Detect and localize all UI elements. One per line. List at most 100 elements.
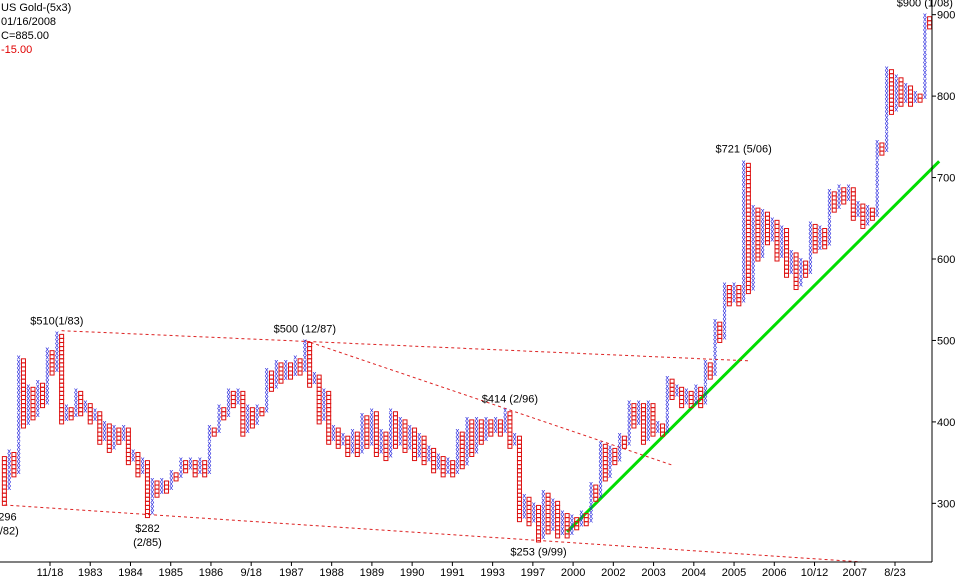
o-box — [326, 419, 332, 425]
o-column — [383, 431, 389, 462]
o-box — [917, 97, 923, 103]
o-box — [402, 423, 408, 429]
o-box — [564, 533, 570, 539]
x-box: x — [74, 398, 78, 407]
o-box — [11, 456, 17, 462]
o-box — [812, 232, 818, 238]
o-box — [888, 105, 894, 111]
o-box — [478, 427, 484, 433]
price-annotation: $500 (12/87) — [274, 323, 336, 335]
x-box: x — [17, 467, 21, 476]
o-box — [412, 451, 418, 457]
o-box — [555, 500, 561, 506]
price-annotation: $510(1/83) — [30, 315, 83, 327]
o-box — [326, 403, 332, 409]
o-box — [822, 232, 828, 238]
x-box: x — [723, 312, 727, 321]
o-column — [183, 460, 189, 474]
x-box: x — [885, 68, 889, 77]
x-box: x — [646, 426, 650, 435]
o-box — [640, 439, 646, 445]
o-column — [526, 496, 532, 527]
x-box: x — [837, 182, 841, 191]
o-box — [1, 468, 7, 474]
x-box: x — [742, 259, 746, 268]
x-box: x — [541, 503, 545, 512]
x-box: x — [26, 418, 30, 427]
o-box — [745, 207, 751, 213]
o-box — [412, 447, 418, 453]
o-box — [812, 236, 818, 242]
o-box — [908, 101, 914, 107]
o-box — [154, 480, 160, 486]
x-box: x — [541, 487, 545, 496]
x-box: x — [26, 406, 30, 415]
o-column — [478, 419, 484, 445]
x-box: x — [17, 418, 21, 427]
o-box — [116, 431, 122, 437]
o-box — [555, 513, 561, 519]
x-box: x — [45, 398, 49, 407]
x-box: x — [599, 483, 603, 492]
o-box — [745, 228, 751, 234]
o-column — [354, 431, 360, 457]
o-box — [555, 504, 561, 510]
o-box — [383, 456, 389, 462]
x-box: x — [74, 406, 78, 415]
o-box — [650, 415, 656, 421]
o-column — [669, 378, 675, 400]
o-box — [888, 69, 894, 75]
x-box: x — [484, 418, 488, 427]
x-box: x — [84, 402, 88, 411]
o-box — [20, 399, 26, 405]
o-box — [764, 232, 770, 238]
x-box: x — [894, 72, 898, 81]
x-box: x — [112, 422, 116, 431]
x-box: x — [208, 463, 212, 472]
x-box: x — [513, 438, 517, 447]
o-column — [583, 513, 589, 527]
o-box — [221, 407, 227, 413]
x-box: x — [532, 499, 536, 508]
o-box — [726, 293, 732, 299]
x-box: x — [847, 186, 851, 195]
o-box — [803, 272, 809, 278]
o-box — [469, 419, 475, 425]
o-box — [755, 256, 761, 262]
x-box: x — [55, 328, 59, 337]
x-box: x — [723, 304, 727, 313]
x-box: x — [64, 410, 68, 419]
o-column — [431, 447, 437, 474]
x-box: x — [646, 406, 650, 415]
o-box — [488, 427, 494, 433]
x-box: x — [74, 410, 78, 419]
o-box — [602, 447, 608, 453]
x-box: x — [398, 434, 402, 443]
x-box: x — [112, 426, 116, 435]
x-box: x — [665, 426, 669, 435]
o-column — [640, 403, 646, 445]
o-column — [879, 142, 885, 156]
o-column — [249, 407, 255, 429]
o-box — [774, 252, 780, 258]
o-box — [78, 411, 84, 417]
x-box: x — [665, 418, 669, 427]
o-box — [192, 464, 198, 470]
o-box — [612, 456, 618, 462]
x-box: x — [17, 369, 21, 378]
x-tick-label: 1988 — [319, 567, 343, 578]
o-box — [650, 427, 656, 433]
o-box — [106, 447, 112, 453]
x-box: x — [923, 27, 927, 36]
o-box — [383, 439, 389, 445]
o-box — [421, 456, 427, 462]
x-box: x — [36, 381, 40, 390]
